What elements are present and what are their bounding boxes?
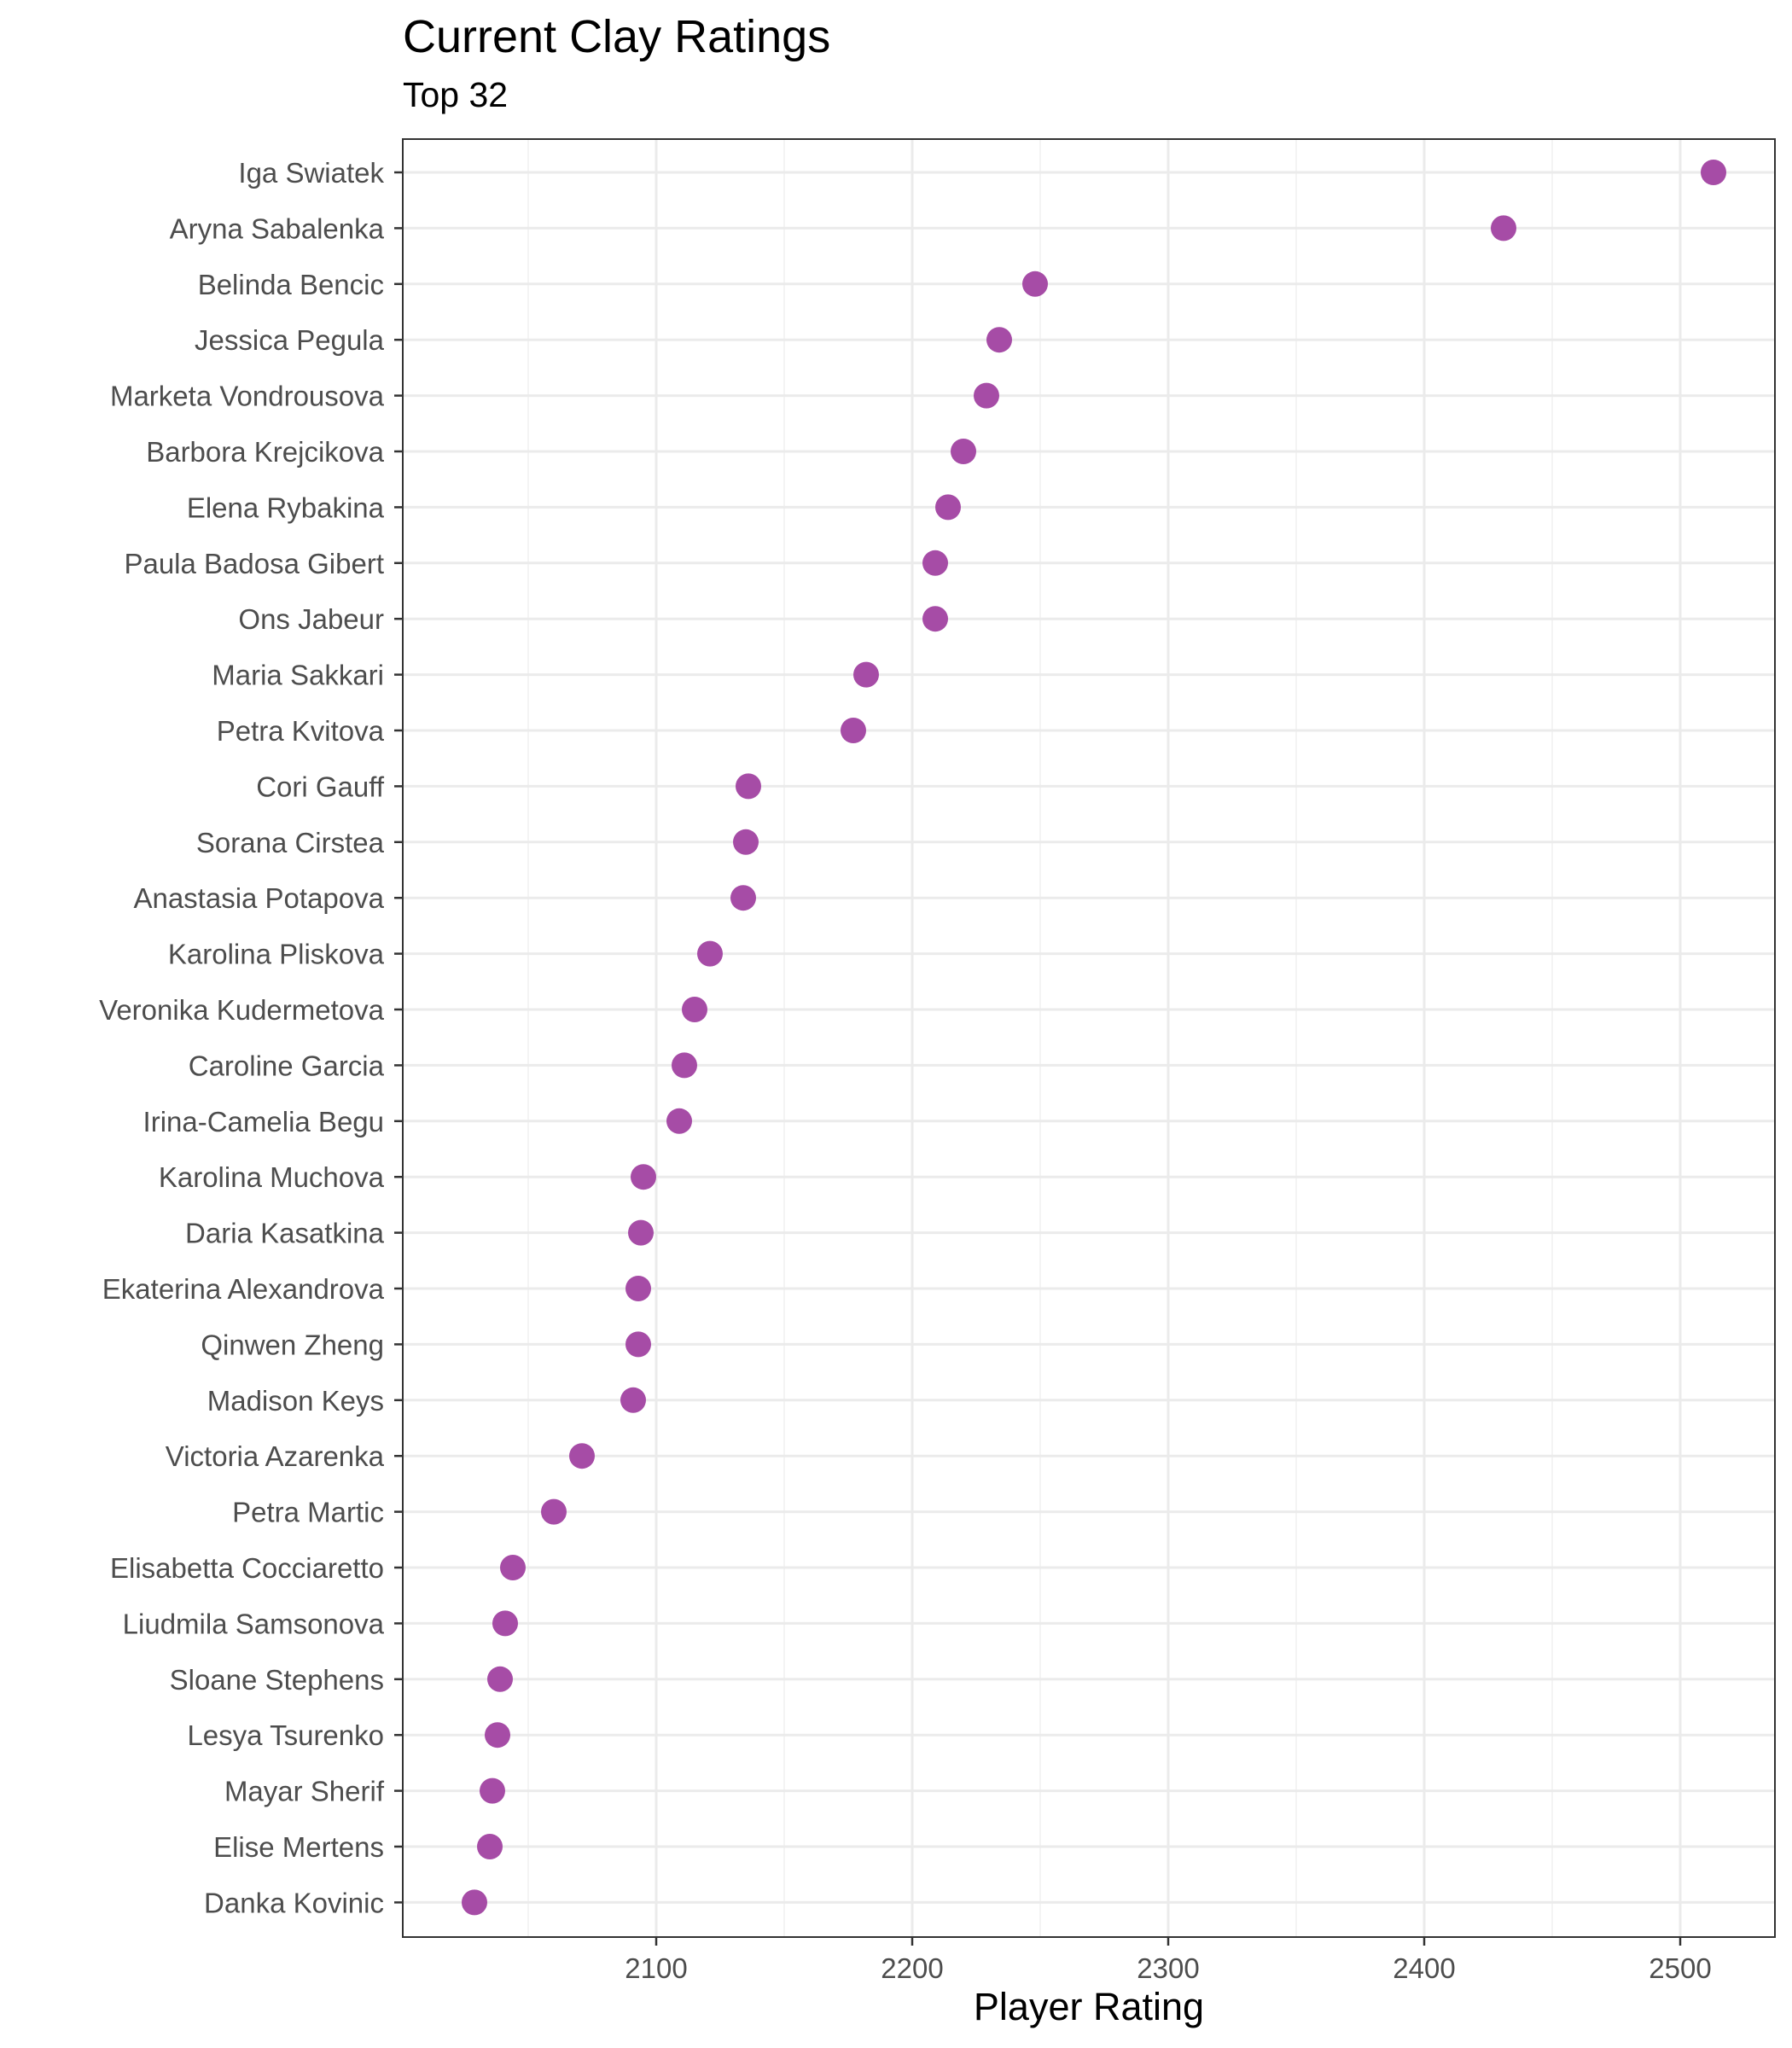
data-point xyxy=(480,1777,505,1804)
data-point xyxy=(492,1610,518,1637)
data-point xyxy=(974,382,999,409)
data-point xyxy=(620,1387,646,1413)
points-layer xyxy=(462,160,1726,1916)
y-tick-label: Aryna Sabalenka xyxy=(170,212,385,244)
y-tick-label: Caroline Garcia xyxy=(189,1050,385,1081)
y-tick-label: Liudmila Samsonova xyxy=(123,1608,385,1639)
data-point xyxy=(462,1889,487,1916)
y-tick-label: Irina-Camelia Begu xyxy=(143,1106,384,1137)
y-tick-label: Veronika Kudermetova xyxy=(99,994,385,1026)
data-point xyxy=(625,1331,651,1358)
chart-title: Current Clay Ratings xyxy=(403,11,831,62)
x-tick-label: 2200 xyxy=(881,1952,943,1984)
y-tick-label: Petra Kvitova xyxy=(217,715,385,747)
y-tick-label: Qinwen Zheng xyxy=(201,1329,384,1360)
data-point xyxy=(922,550,948,576)
y-tick-label: Karolina Muchova xyxy=(159,1161,385,1193)
data-point xyxy=(730,885,756,911)
x-tick-label: 2100 xyxy=(625,1952,687,1984)
data-point xyxy=(733,829,759,855)
y-tick-label: Maria Sakkari xyxy=(212,660,384,691)
axis-layer: Iga Swiatek Aryna Sabalenka Belinda Bencic… xyxy=(99,157,1712,1984)
data-point xyxy=(500,1555,526,1580)
y-tick-label: Ons Jabeur xyxy=(238,603,384,635)
data-point xyxy=(736,773,761,800)
x-tick-label: 2300 xyxy=(1137,1952,1199,1984)
data-point xyxy=(628,1219,654,1246)
data-point xyxy=(631,1164,656,1190)
y-tick-label: Cori Gauff xyxy=(256,771,385,802)
y-tick-label: Lesya Tsurenko xyxy=(187,1719,384,1751)
data-point xyxy=(853,661,879,688)
data-point xyxy=(625,1276,651,1301)
data-point xyxy=(922,606,948,632)
data-point xyxy=(951,439,976,464)
y-tick-label: Marketa Vondrousova xyxy=(110,381,385,412)
data-point xyxy=(485,1722,510,1748)
y-tick-label: Karolina Pliskova xyxy=(168,939,385,970)
y-tick-label: Elena Rybakina xyxy=(187,492,385,523)
data-point xyxy=(672,1052,697,1079)
data-point xyxy=(986,327,1012,353)
y-tick-label: Elisabetta Cocciaretto xyxy=(110,1552,384,1584)
y-tick-label: Madison Keys xyxy=(207,1385,384,1417)
data-point xyxy=(841,718,866,743)
panel-border xyxy=(402,138,1776,1938)
y-tick-label: Petra Martic xyxy=(232,1497,384,1528)
y-tick-label: Anastasia Potapova xyxy=(133,882,384,914)
y-tick-label: Ekaterina Alexandrova xyxy=(102,1273,385,1305)
y-tick-label: Iga Swiatek xyxy=(238,157,384,189)
y-tick-label: Daria Kasatkina xyxy=(185,1218,385,1249)
data-point xyxy=(682,997,707,1022)
data-point xyxy=(666,1108,692,1134)
chart-subtitle: Top 32 xyxy=(403,75,509,114)
y-tick-label: Belinda Bencic xyxy=(198,269,384,300)
data-point xyxy=(1491,215,1516,241)
y-tick-label: Barbora Krejcikova xyxy=(146,436,384,468)
data-point xyxy=(935,494,961,521)
data-point xyxy=(541,1498,567,1525)
x-tick-label: 2400 xyxy=(1393,1952,1455,1984)
data-point xyxy=(697,940,723,967)
x-tick-label: 2500 xyxy=(1649,1952,1711,1984)
data-point xyxy=(569,1443,595,1469)
data-point xyxy=(1701,160,1726,185)
x-axis-title: Player Rating xyxy=(974,1985,1204,2028)
y-tick-label: Danka Kovinic xyxy=(204,1887,384,1918)
y-tick-label: Paula Badosa Gibert xyxy=(124,548,384,579)
y-tick-label: Mayar Sherif xyxy=(224,1776,385,1807)
data-point xyxy=(477,1834,503,1859)
y-tick-label: Elise Mertens xyxy=(213,1831,384,1863)
data-point xyxy=(1022,271,1048,297)
y-tick-label: Sloane Stephens xyxy=(170,1664,384,1696)
y-tick-label: Sorana Cirstea xyxy=(196,827,385,858)
grid-layer xyxy=(403,139,1775,1937)
y-tick-label: Victoria Azarenka xyxy=(166,1440,385,1472)
data-point xyxy=(487,1666,513,1692)
y-tick-label: Jessica Pegula xyxy=(195,324,385,356)
